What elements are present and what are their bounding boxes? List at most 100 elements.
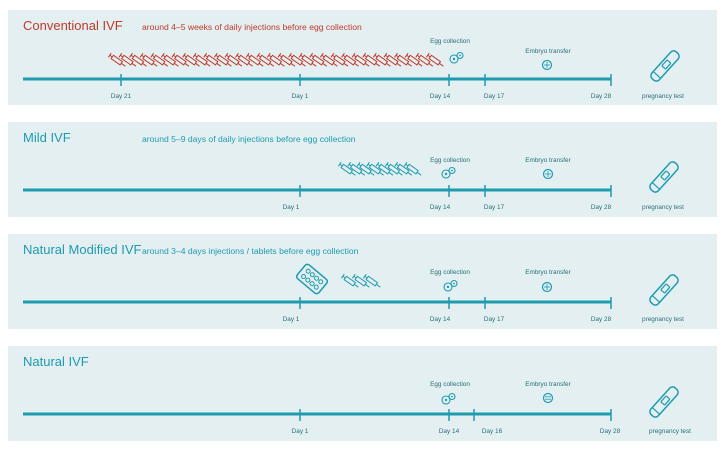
- panel-title: Natural Modified IVF: [23, 242, 142, 257]
- syringe-icon: [118, 52, 137, 67]
- egg-collection-label: Egg collection: [430, 157, 470, 164]
- tick-label: Day 28: [590, 316, 612, 323]
- syringe-icon: [362, 52, 381, 67]
- egg-icon: [441, 166, 456, 179]
- panel-natural-modified-ivf: Natural Modified IVF around 3–4 days inj…: [8, 234, 717, 329]
- timeline-natural-modified: [23, 263, 679, 309]
- syringe-icon: [330, 52, 349, 67]
- embryo-transfer-label: Embryo transfer: [525, 269, 571, 276]
- tick-label: Day 17: [483, 316, 505, 323]
- embryo-icon: [542, 392, 554, 404]
- syringe-icon: [150, 52, 169, 67]
- syringe-icon: [192, 52, 211, 67]
- syringe-icon: [277, 52, 296, 67]
- syringe-icon: [415, 52, 434, 67]
- panel-mild-ivf: Mild IVF around 5–9 days of daily inject…: [8, 122, 717, 217]
- syringe-icon: [351, 273, 370, 288]
- pregnancy-test-icon: [649, 386, 679, 418]
- syringe-icon: [160, 52, 179, 67]
- syringe-icon: [375, 161, 394, 176]
- panel-subtitle: around 3–4 days injections / tablets bef…: [142, 246, 359, 256]
- syringe-icon: [362, 273, 381, 288]
- egg-icon: [449, 51, 464, 64]
- syringe-icon: [403, 161, 422, 176]
- timeline-natural: [23, 386, 679, 421]
- panel-title: Natural IVF: [23, 354, 89, 369]
- tick-label: Day 21: [110, 93, 132, 100]
- syringe-icon: [288, 52, 306, 67]
- syringe-icon: [213, 52, 232, 67]
- egg-icon: [443, 279, 458, 292]
- syringe-icon: [235, 52, 253, 67]
- syringe-icon: [351, 52, 370, 67]
- tick-label: Day 14: [429, 204, 451, 211]
- syringe-icon: [394, 52, 412, 67]
- syringe-icon: [383, 52, 402, 67]
- timeline-conventional: [23, 50, 680, 86]
- pregnancy-test-label: pregnancy test: [642, 93, 684, 100]
- panel-subtitle: around 4–5 weeks of daily injections bef…: [142, 22, 362, 32]
- pregnancy-test-icon: [649, 274, 679, 306]
- egg-collection-label: Egg collection: [430, 381, 470, 388]
- pregnancy-test-icon: [649, 161, 679, 193]
- syringe-group: [107, 52, 444, 67]
- panel-conventional-ivf: Conventional IVF around 4–5 weeks of dai…: [8, 10, 717, 105]
- syringe-icon: [372, 52, 391, 67]
- tick-label: Day 1: [282, 316, 300, 323]
- panel-subtitle: around 5–9 days of daily injections befo…: [142, 134, 356, 144]
- pregnancy-test-icon: [650, 50, 680, 82]
- syringe-icon: [129, 52, 147, 67]
- syringe-icon: [425, 52, 444, 67]
- syringe-icon: [224, 52, 243, 67]
- panel-title: Conventional IVF: [23, 18, 123, 33]
- syringe-icon: [139, 52, 158, 67]
- syringe-icon: [298, 52, 317, 67]
- syringe-icon: [309, 52, 328, 67]
- tick-label: Day 16: [481, 428, 503, 435]
- syringe-icon: [107, 52, 126, 67]
- syringe-icon: [366, 161, 384, 176]
- embryo-transfer-label: Embryo transfer: [525, 381, 571, 388]
- tick-label: Day 1: [291, 428, 309, 435]
- syringe-icon: [341, 52, 359, 67]
- tick-label: Day 14: [438, 428, 460, 435]
- syringe-icon: [203, 52, 222, 67]
- egg-collection-label: Egg collection: [430, 269, 470, 276]
- embryo-icon: [542, 168, 554, 180]
- syringe-icon: [256, 52, 275, 67]
- tick-label: Day 1: [291, 93, 309, 100]
- syringe-icon: [266, 52, 285, 67]
- tick-label: Day 14: [429, 316, 451, 323]
- tick-label: Day 17: [483, 93, 505, 100]
- pregnancy-test-label: pregnancy test: [642, 204, 684, 211]
- embryo-transfer-label: Embryo transfer: [525, 157, 571, 164]
- tick-label: Day 28: [590, 204, 612, 211]
- tick-label: Day 28: [590, 93, 612, 100]
- syringe-icon: [245, 52, 264, 67]
- embryo-icon: [541, 59, 553, 71]
- egg-icon: [441, 392, 456, 405]
- tick-label: Day 14: [429, 93, 451, 100]
- embryo-icon: [541, 281, 553, 293]
- tick-label: Day 28: [599, 428, 621, 435]
- timeline-mild: [23, 161, 679, 197]
- syringe-icon: [319, 52, 338, 67]
- pregnancy-test-label: pregnancy test: [642, 316, 684, 323]
- pregnancy-test-label: pregnancy test: [649, 428, 691, 435]
- syringe-icon: [340, 273, 359, 288]
- panel-natural-ivf: Natural IVF Egg collection Embryo transf…: [8, 346, 717, 441]
- tick-label: Day 17: [483, 204, 505, 211]
- tablet-pack-icon: [295, 263, 329, 295]
- syringe-icon: [347, 161, 366, 176]
- syringe-icon: [404, 52, 423, 67]
- panel-title: Mild IVF: [23, 130, 71, 145]
- syringe-icon: [337, 161, 356, 176]
- syringe-icon: [182, 52, 200, 67]
- syringe-icon: [394, 161, 413, 176]
- syringe-group: [337, 161, 422, 176]
- egg-collection-label: Egg collection: [430, 38, 470, 45]
- syringe-icon: [384, 161, 403, 176]
- syringe-icon: [356, 161, 375, 176]
- syringe-icon: [171, 52, 190, 67]
- tick-label: Day 1: [282, 204, 300, 211]
